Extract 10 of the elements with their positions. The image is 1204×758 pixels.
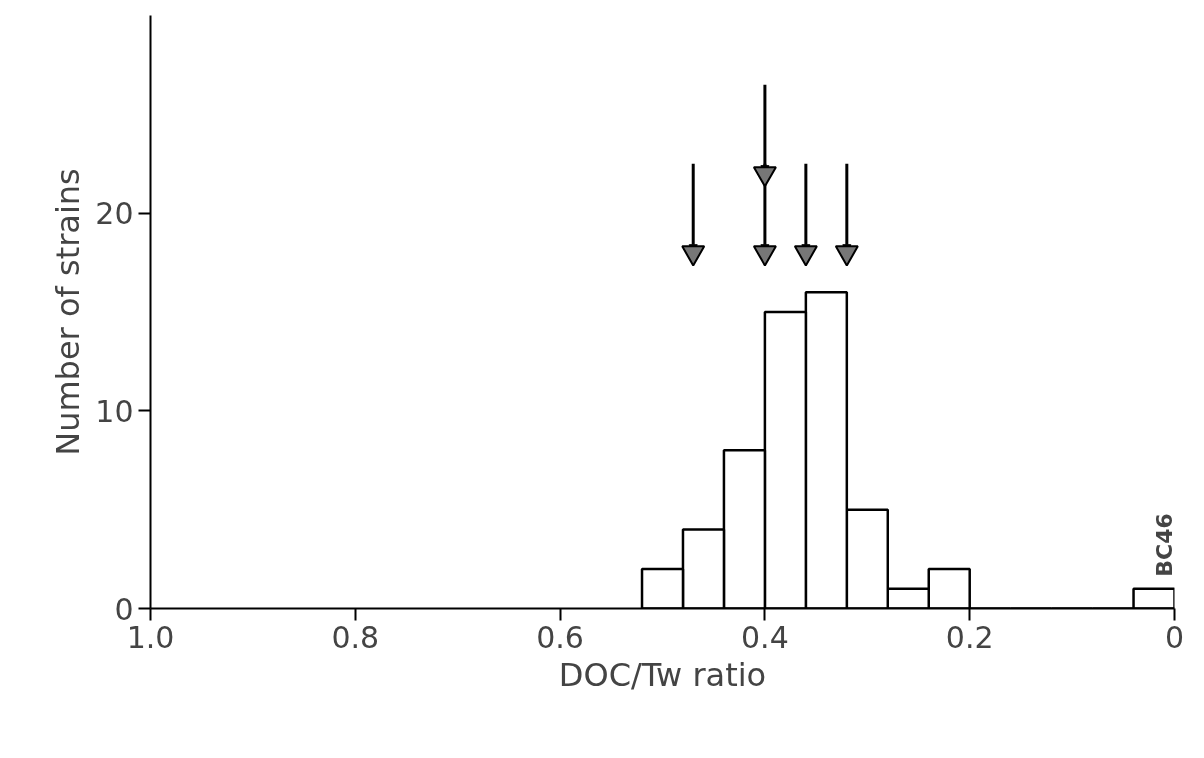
x-tick-label: 0 bbox=[1164, 619, 1185, 655]
x-tick-label: 0.8 bbox=[331, 619, 380, 655]
x-tick-label: 0.6 bbox=[536, 619, 584, 655]
x-axis-title: DOC/Tw ratio bbox=[558, 655, 767, 694]
x-tick-label: 0.2 bbox=[945, 619, 994, 655]
y-axis-title: Number of strains bbox=[49, 168, 88, 456]
annotation: BC46 bbox=[1151, 513, 1177, 577]
y-tick-label: 20 bbox=[95, 196, 134, 232]
y-tick-label: 10 bbox=[95, 393, 134, 429]
x-tick-label: 0.4 bbox=[741, 619, 789, 655]
